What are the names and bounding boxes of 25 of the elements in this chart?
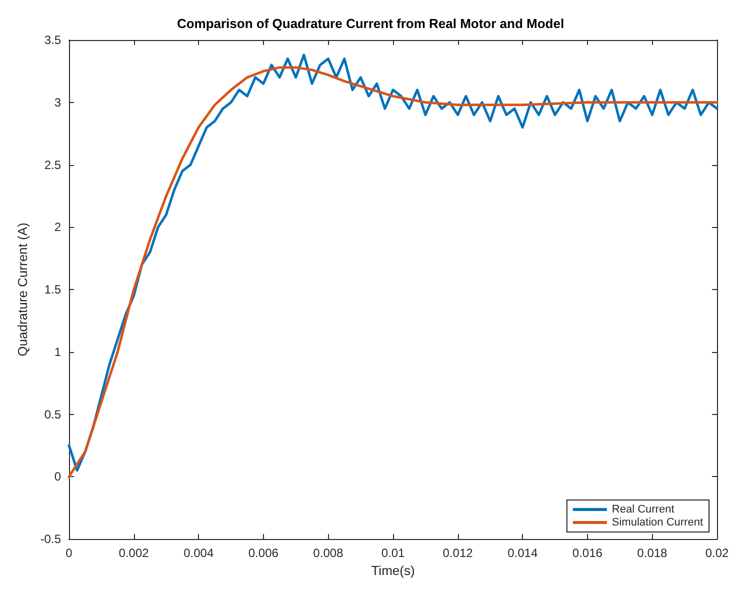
y-tick-label: 3 (54, 95, 62, 110)
y-tick-label: 1.5 (44, 282, 62, 296)
x-tick-label: 0.01 (381, 546, 405, 560)
x-tick-label: 0 (66, 546, 73, 560)
x-tick-label: 0.008 (313, 546, 344, 560)
x-tick-label: 0.012 (442, 546, 474, 560)
x-tick-label: 0.018 (637, 546, 668, 560)
legend-label: Real Current (612, 504, 674, 516)
x-tick-label: 0.016 (572, 546, 603, 560)
y-tick-label: 0 (54, 470, 62, 484)
y-tick-label: 0.5 (44, 407, 62, 422)
x-axis-title: Time(s) (371, 562, 415, 578)
y-tick-label: 2.5 (44, 158, 62, 172)
x-tick-label: 0.002 (118, 546, 150, 560)
x-tick-label: 0.006 (248, 546, 279, 560)
x-tick-label: 0.014 (508, 546, 538, 560)
y-tick-label: 3.5 (44, 33, 62, 47)
y-axis-title: Quadrature Current (A) (15, 222, 30, 356)
y-tick-label: 2 (54, 220, 62, 234)
x-tick-label: 0.02 (705, 546, 729, 560)
chart-title: Comparison of Quadrature Current from Real Motor and Model (176, 16, 564, 31)
y-tick-label: -0.5 (40, 532, 62, 546)
y-tick-label: 1 (54, 344, 62, 359)
x-tick-label: 0.004 (184, 546, 214, 560)
legend-label: Simulation Current (612, 516, 703, 528)
